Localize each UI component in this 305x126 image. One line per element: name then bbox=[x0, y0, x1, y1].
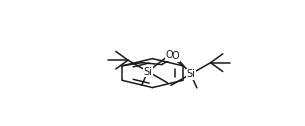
Text: Si: Si bbox=[143, 67, 152, 76]
Text: O: O bbox=[172, 51, 179, 61]
Text: Si: Si bbox=[186, 69, 195, 79]
Text: O: O bbox=[165, 50, 173, 60]
